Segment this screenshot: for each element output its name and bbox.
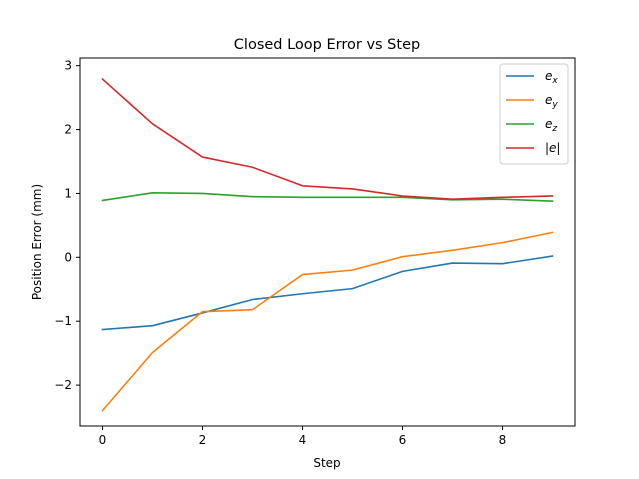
series-line-2 — [101, 192, 554, 202]
y-axis: −2 −1 0 1 2 3 — [54, 59, 80, 392]
y-tick-label: 1 — [64, 186, 72, 200]
y-tick-label: 2 — [64, 123, 72, 137]
x-axis: 0 2 4 6 8 — [99, 426, 507, 447]
x-tick-label: 8 — [499, 433, 507, 447]
x-tick-label: 0 — [99, 433, 107, 447]
axes-frame — [79, 57, 576, 427]
legend-label-1: ey — [545, 93, 558, 110]
legend-label-3: |e| — [545, 141, 560, 155]
series-line-3 — [101, 77, 554, 200]
series-line-0 — [101, 255, 554, 331]
y-tick-label: −2 — [54, 378, 72, 392]
x-tick-label: 2 — [199, 433, 207, 447]
y-axis-label: Position Error (mm) — [30, 184, 44, 300]
y-tick-label: 0 — [64, 250, 72, 264]
x-tick-label: 6 — [399, 433, 407, 447]
x-tick-label: 4 — [299, 433, 307, 447]
series-line-1 — [101, 231, 554, 412]
y-tick-label: −1 — [54, 314, 72, 328]
y-tick-label: 3 — [64, 59, 72, 73]
chart-title: Closed Loop Error vs Step — [234, 37, 420, 53]
legend-label-2: ez — [545, 117, 557, 134]
legend-box — [499, 63, 569, 165]
legend-label-0: ex — [545, 69, 558, 86]
x-axis-label: Step — [313, 456, 340, 470]
legend: ex ey ez |e| — [499, 63, 569, 165]
plot-area — [101, 77, 554, 412]
